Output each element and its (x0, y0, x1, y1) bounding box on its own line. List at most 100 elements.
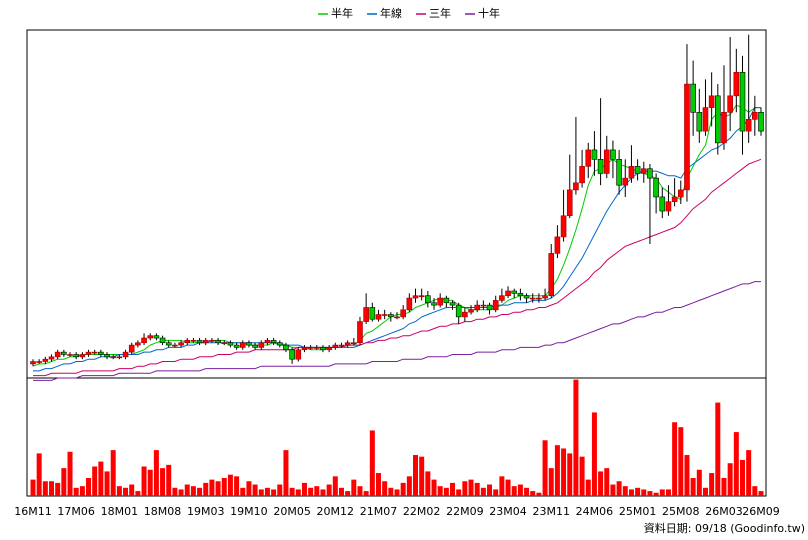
volume-bar (752, 486, 758, 496)
volume-bar (110, 450, 116, 496)
candle-body (381, 314, 388, 316)
volume-bar (530, 491, 536, 496)
volume-bar (610, 484, 616, 496)
volume-bar (431, 479, 437, 496)
volume-bar (129, 484, 135, 496)
volume-bar (135, 491, 141, 496)
candle-body (332, 344, 339, 348)
volume-bar (696, 469, 702, 496)
volume-bar (277, 484, 283, 496)
candle-body (147, 335, 154, 339)
volume-bar (332, 476, 338, 496)
volume-bar (715, 402, 721, 496)
volume-bar (308, 487, 314, 496)
candle-body (455, 304, 462, 318)
candle-body (172, 344, 178, 347)
candle-body (178, 342, 184, 346)
volume-bar (450, 482, 456, 496)
volume-bar (92, 466, 98, 496)
volume-bar (746, 450, 752, 496)
volume-bar (721, 477, 727, 496)
volume-bar (591, 412, 597, 496)
x-tick-label: 17M06 (57, 505, 95, 518)
volume-bar (468, 479, 474, 496)
candle-body (634, 166, 641, 174)
candle-body (338, 344, 345, 347)
candle-body (616, 159, 622, 186)
volume-bar (160, 468, 166, 496)
candle-body (246, 342, 252, 346)
volume-bar (739, 459, 745, 496)
candle-body (745, 119, 752, 132)
volume-bar (678, 427, 684, 496)
volume-bar (98, 461, 104, 496)
candle-body (104, 354, 110, 358)
candle-body (739, 72, 746, 132)
volume-bar (462, 481, 468, 496)
volume-bar (474, 482, 480, 496)
volume-bar (234, 476, 240, 496)
candle-body (295, 349, 302, 360)
candle-body (141, 337, 147, 344)
candle-body (264, 340, 271, 344)
candle-body (233, 344, 240, 348)
volume-bar (400, 482, 406, 496)
candle-body (523, 295, 530, 299)
volume-bar (190, 486, 196, 496)
candle-body (307, 347, 314, 349)
candle-body (289, 349, 295, 360)
x-tick-label: 23M11 (532, 505, 570, 518)
candle-body (474, 304, 481, 311)
candle-body (110, 356, 117, 359)
plot-frame (26, 29, 767, 497)
x-tick-label: 26M09 (742, 505, 780, 518)
legend-label: 三年 (429, 6, 451, 20)
volume-bar (166, 464, 172, 496)
volume-bar (585, 479, 591, 496)
volume-bar (573, 379, 579, 496)
candle-body (653, 177, 659, 198)
candle-body (313, 347, 320, 349)
volume-bar (197, 487, 203, 496)
volume-bar (487, 484, 493, 496)
candle-body (73, 354, 79, 358)
x-tick-label: 19M10 (230, 505, 268, 518)
volume-bar (604, 468, 610, 496)
candle-body (579, 166, 585, 184)
volume-bar (419, 456, 425, 496)
candle-body (566, 189, 573, 217)
candle-body (437, 297, 443, 306)
x-tick-label: 22M09 (446, 505, 484, 518)
volume-bar (598, 471, 604, 496)
candle-body (54, 351, 61, 358)
candle-body (690, 83, 696, 113)
volume-bar (616, 481, 622, 496)
candle-body (425, 295, 431, 304)
candle-body (79, 354, 86, 358)
candle-body (221, 342, 228, 345)
candle-body (659, 196, 666, 212)
candle-body (431, 302, 437, 306)
candle-body (573, 182, 579, 191)
candle-body (505, 290, 511, 297)
volume-bar (579, 456, 585, 496)
candle-body (85, 351, 92, 355)
volume-bar (388, 487, 394, 496)
volume-bar (104, 471, 110, 496)
volume-bar (542, 440, 548, 496)
volume-bar (622, 486, 628, 496)
candle-body (708, 95, 715, 108)
candle-body (622, 177, 629, 186)
volume-bar (184, 484, 190, 496)
candle-body (443, 297, 450, 304)
candle-body (184, 340, 191, 344)
candle-body (357, 321, 363, 344)
candle-body (727, 95, 733, 113)
volume-bar (561, 448, 567, 496)
candle-body (677, 189, 684, 198)
candle-body (91, 351, 98, 354)
candle-body (227, 342, 234, 346)
volume-bar (73, 487, 79, 496)
candle-body (684, 83, 690, 191)
volume-bar (30, 479, 36, 496)
